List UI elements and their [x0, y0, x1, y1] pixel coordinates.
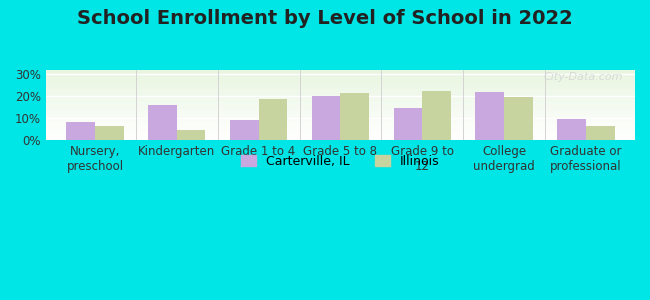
Bar — [46, 100, 635, 101]
Bar — [46, 75, 635, 76]
Bar — [46, 114, 635, 115]
Bar — [46, 84, 635, 85]
Bar — [46, 87, 635, 88]
Bar — [46, 107, 635, 108]
Bar — [46, 115, 635, 116]
Bar — [46, 76, 635, 77]
Bar — [46, 119, 635, 120]
Bar — [177, 130, 205, 140]
Bar — [46, 80, 635, 81]
Bar — [46, 122, 635, 123]
Bar — [46, 103, 635, 104]
Bar — [46, 116, 635, 117]
Bar — [46, 97, 635, 98]
Bar — [46, 94, 635, 95]
Bar — [504, 98, 533, 140]
Bar — [46, 89, 635, 90]
Bar — [46, 117, 635, 118]
Bar — [46, 133, 635, 134]
Bar — [46, 86, 635, 87]
Bar — [394, 108, 422, 140]
Bar — [586, 126, 614, 140]
Legend: Carterville, IL, Illinois: Carterville, IL, Illinois — [237, 150, 445, 172]
Bar — [46, 135, 635, 136]
Bar — [46, 113, 635, 114]
Bar — [46, 118, 635, 119]
Bar — [46, 120, 635, 121]
Bar — [341, 93, 369, 140]
Bar — [66, 122, 95, 140]
Bar — [148, 105, 177, 140]
Bar — [46, 81, 635, 82]
Bar — [46, 132, 635, 133]
Bar — [46, 93, 635, 94]
Bar — [46, 112, 635, 113]
Bar — [46, 95, 635, 96]
Bar — [46, 130, 635, 131]
Bar — [46, 70, 635, 71]
Bar — [46, 125, 635, 126]
Bar — [46, 106, 635, 107]
Bar — [46, 101, 635, 102]
Bar — [46, 78, 635, 79]
Bar — [46, 104, 635, 105]
Bar — [46, 83, 635, 84]
Bar — [46, 121, 635, 122]
Bar — [46, 82, 635, 83]
Bar — [46, 88, 635, 89]
Bar — [46, 134, 635, 135]
Bar — [46, 110, 635, 111]
Text: City-Data.com: City-Data.com — [543, 72, 623, 82]
Bar — [46, 72, 635, 73]
Bar — [46, 77, 635, 78]
Bar — [46, 102, 635, 103]
Bar — [95, 126, 124, 140]
Bar — [46, 74, 635, 75]
Bar — [46, 92, 635, 93]
Bar — [475, 92, 504, 140]
Bar — [46, 96, 635, 97]
Bar — [312, 96, 341, 140]
Bar — [46, 138, 635, 139]
Bar — [46, 128, 635, 129]
Bar — [46, 98, 635, 99]
Bar — [46, 73, 635, 74]
Bar — [46, 126, 635, 127]
Bar — [46, 111, 635, 112]
Bar — [46, 99, 635, 100]
Bar — [259, 98, 287, 140]
Bar — [46, 124, 635, 125]
Bar — [46, 137, 635, 138]
Bar — [46, 90, 635, 91]
Bar — [46, 136, 635, 137]
Bar — [46, 127, 635, 128]
Bar — [46, 109, 635, 110]
Bar — [46, 131, 635, 132]
Bar — [46, 139, 635, 140]
Bar — [46, 91, 635, 92]
Bar — [230, 121, 259, 140]
Bar — [46, 108, 635, 109]
Bar — [422, 91, 451, 140]
Bar — [46, 79, 635, 80]
Bar — [46, 105, 635, 106]
Bar — [46, 129, 635, 130]
Bar — [46, 71, 635, 72]
Bar — [46, 123, 635, 124]
Text: School Enrollment by Level of School in 2022: School Enrollment by Level of School in … — [77, 9, 573, 28]
Bar — [557, 119, 586, 140]
Bar — [46, 85, 635, 86]
